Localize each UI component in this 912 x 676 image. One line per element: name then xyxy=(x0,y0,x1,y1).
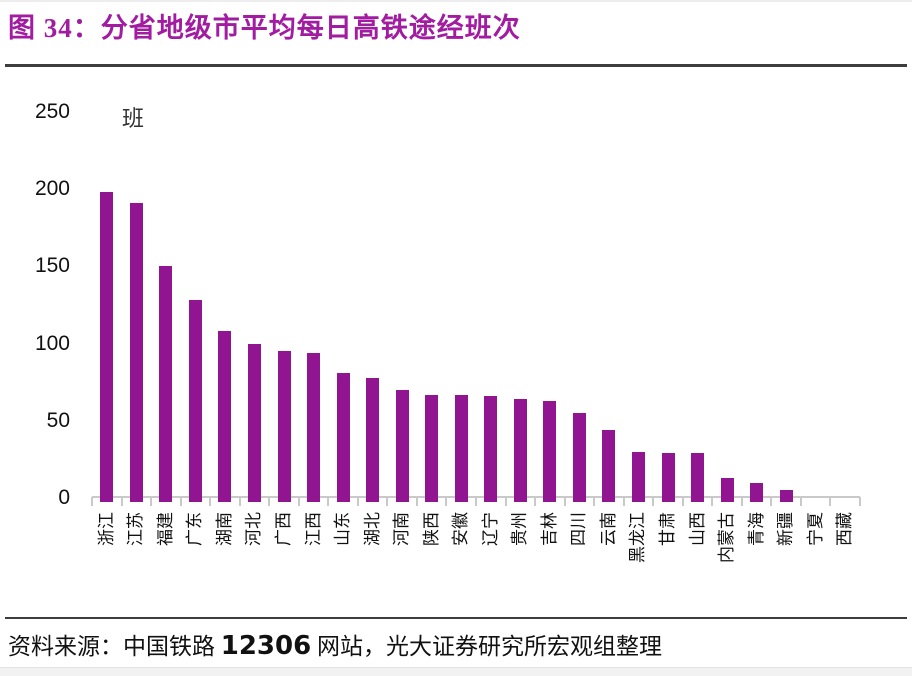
x-axis-tick xyxy=(770,497,773,506)
figure-number: 图 34： xyxy=(8,13,101,43)
x-axis-tick xyxy=(829,497,832,506)
title-separator-line xyxy=(5,64,907,67)
footer-separator-line xyxy=(5,617,907,619)
bar-广西 xyxy=(277,351,291,502)
bottom-edge-strip xyxy=(0,667,912,676)
x-axis-tick xyxy=(297,497,300,506)
x-tick-label-河南: 河南 xyxy=(392,512,412,546)
bar-云南 xyxy=(602,430,616,502)
x-axis-tick xyxy=(799,497,802,506)
x-tick-label-湖北: 湖北 xyxy=(362,512,382,546)
x-tick-label-宁夏: 宁夏 xyxy=(805,512,825,546)
source-number: 12306 xyxy=(220,631,312,661)
x-axis-tick xyxy=(91,497,93,506)
x-tick-label-甘肃: 甘肃 xyxy=(658,512,677,546)
x-axis-tick xyxy=(209,497,212,506)
x-axis-tick xyxy=(504,497,507,506)
bar-chart-plot xyxy=(91,112,861,506)
x-axis-tick xyxy=(238,497,241,506)
x-tick-label-河北: 河北 xyxy=(244,512,264,546)
y-tick-label: 50 xyxy=(46,408,70,432)
y-tick-label: 200 xyxy=(34,177,70,201)
x-tick-label-江西: 江西 xyxy=(303,512,323,546)
bar-贵州 xyxy=(513,399,527,502)
x-tick-label-陕西: 陕西 xyxy=(421,512,441,546)
figure-title: 图 34：分省地级市平均每日高铁途经班次 xyxy=(8,6,521,45)
x-axis-tick xyxy=(445,497,448,506)
x-tick-label-云南: 云南 xyxy=(598,512,618,546)
y-tick-label: 0 xyxy=(58,486,70,509)
y-tick-label: 250 xyxy=(34,100,70,123)
x-tick-label-吉林: 吉林 xyxy=(539,512,559,546)
x-axis-tick xyxy=(681,497,684,506)
x-tick-label-内蒙古: 内蒙古 xyxy=(717,512,737,563)
bar-广东 xyxy=(188,300,202,502)
bar-吉林 xyxy=(543,400,557,502)
bar-甘肃 xyxy=(661,453,675,502)
bar-浙江 xyxy=(100,192,114,502)
x-axis-tick xyxy=(179,497,182,506)
bar-湖北 xyxy=(366,377,380,502)
x-axis-tick xyxy=(859,497,861,506)
bar-山西 xyxy=(691,453,705,502)
x-axis-tick xyxy=(711,497,714,506)
x-tick-label-青海: 青海 xyxy=(746,512,766,546)
x-axis-tick xyxy=(356,497,359,506)
bar-山东 xyxy=(336,372,350,502)
bar-四川 xyxy=(572,413,586,502)
bar-河北 xyxy=(247,343,261,502)
x-axis-tick xyxy=(563,497,566,506)
bar-辽宁 xyxy=(484,396,498,502)
x-axis-tick xyxy=(415,497,418,506)
x-tick-label-黑龙江: 黑龙江 xyxy=(628,512,648,563)
bar-江苏 xyxy=(129,203,143,502)
x-tick-label-江苏: 江苏 xyxy=(126,512,146,546)
bar-安徽 xyxy=(454,394,468,502)
bar-青海 xyxy=(750,482,764,502)
y-tick-label: 150 xyxy=(34,254,70,278)
x-axis-tick xyxy=(652,497,655,506)
x-tick-label-福建: 福建 xyxy=(155,512,175,546)
x-axis-tick xyxy=(327,497,330,506)
x-tick-label-辽宁: 辽宁 xyxy=(480,512,500,546)
x-tick-label-广西: 广西 xyxy=(274,512,293,546)
bar-新疆 xyxy=(779,490,793,502)
figure-title-text: 分省地级市平均每日高铁途经班次 xyxy=(100,13,521,43)
x-axis-tick xyxy=(475,497,477,506)
x-tick-label-山东: 山东 xyxy=(333,512,353,546)
bar-陕西 xyxy=(425,394,439,502)
y-tick-label: 100 xyxy=(34,331,70,355)
bar-黑龙江 xyxy=(631,451,645,502)
source-prefix: 资料来源：中国铁路 xyxy=(8,634,221,659)
source-suffix: 网站，光大证券研究所宏观组整理 xyxy=(311,634,662,659)
x-tick-label-贵州: 贵州 xyxy=(510,512,530,546)
x-axis-tick xyxy=(120,497,123,506)
y-axis-unit-label: 班 xyxy=(122,106,145,131)
bar-内蒙古 xyxy=(720,477,734,502)
x-axis-tick xyxy=(534,497,537,506)
bar-江西 xyxy=(307,352,321,502)
x-tick-label-西藏: 西藏 xyxy=(835,512,855,546)
x-tick-label-山西: 山西 xyxy=(687,512,707,546)
x-tick-label-浙江: 浙江 xyxy=(96,512,116,546)
bar-河南 xyxy=(395,389,409,502)
x-tick-label-湖南: 湖南 xyxy=(214,512,234,546)
bar-福建 xyxy=(159,266,173,502)
x-axis-tick xyxy=(386,497,389,506)
x-tick-label-新疆: 新疆 xyxy=(776,512,796,546)
x-axis-tick xyxy=(622,497,625,506)
top-edge-smudge xyxy=(0,0,912,2)
x-tick-label-安徽: 安徽 xyxy=(451,512,471,546)
source-note: 资料来源：中国铁路 12306 网站，光大证券研究所宏观组整理 xyxy=(8,627,662,661)
x-tick-label-四川: 四川 xyxy=(569,512,589,546)
bar-湖南 xyxy=(218,331,232,502)
x-axis-tick xyxy=(593,497,596,506)
x-axis-tick xyxy=(268,497,271,506)
x-tick-label-广东: 广东 xyxy=(185,512,205,546)
x-axis-tick xyxy=(150,497,153,506)
x-axis-tick xyxy=(740,497,743,506)
